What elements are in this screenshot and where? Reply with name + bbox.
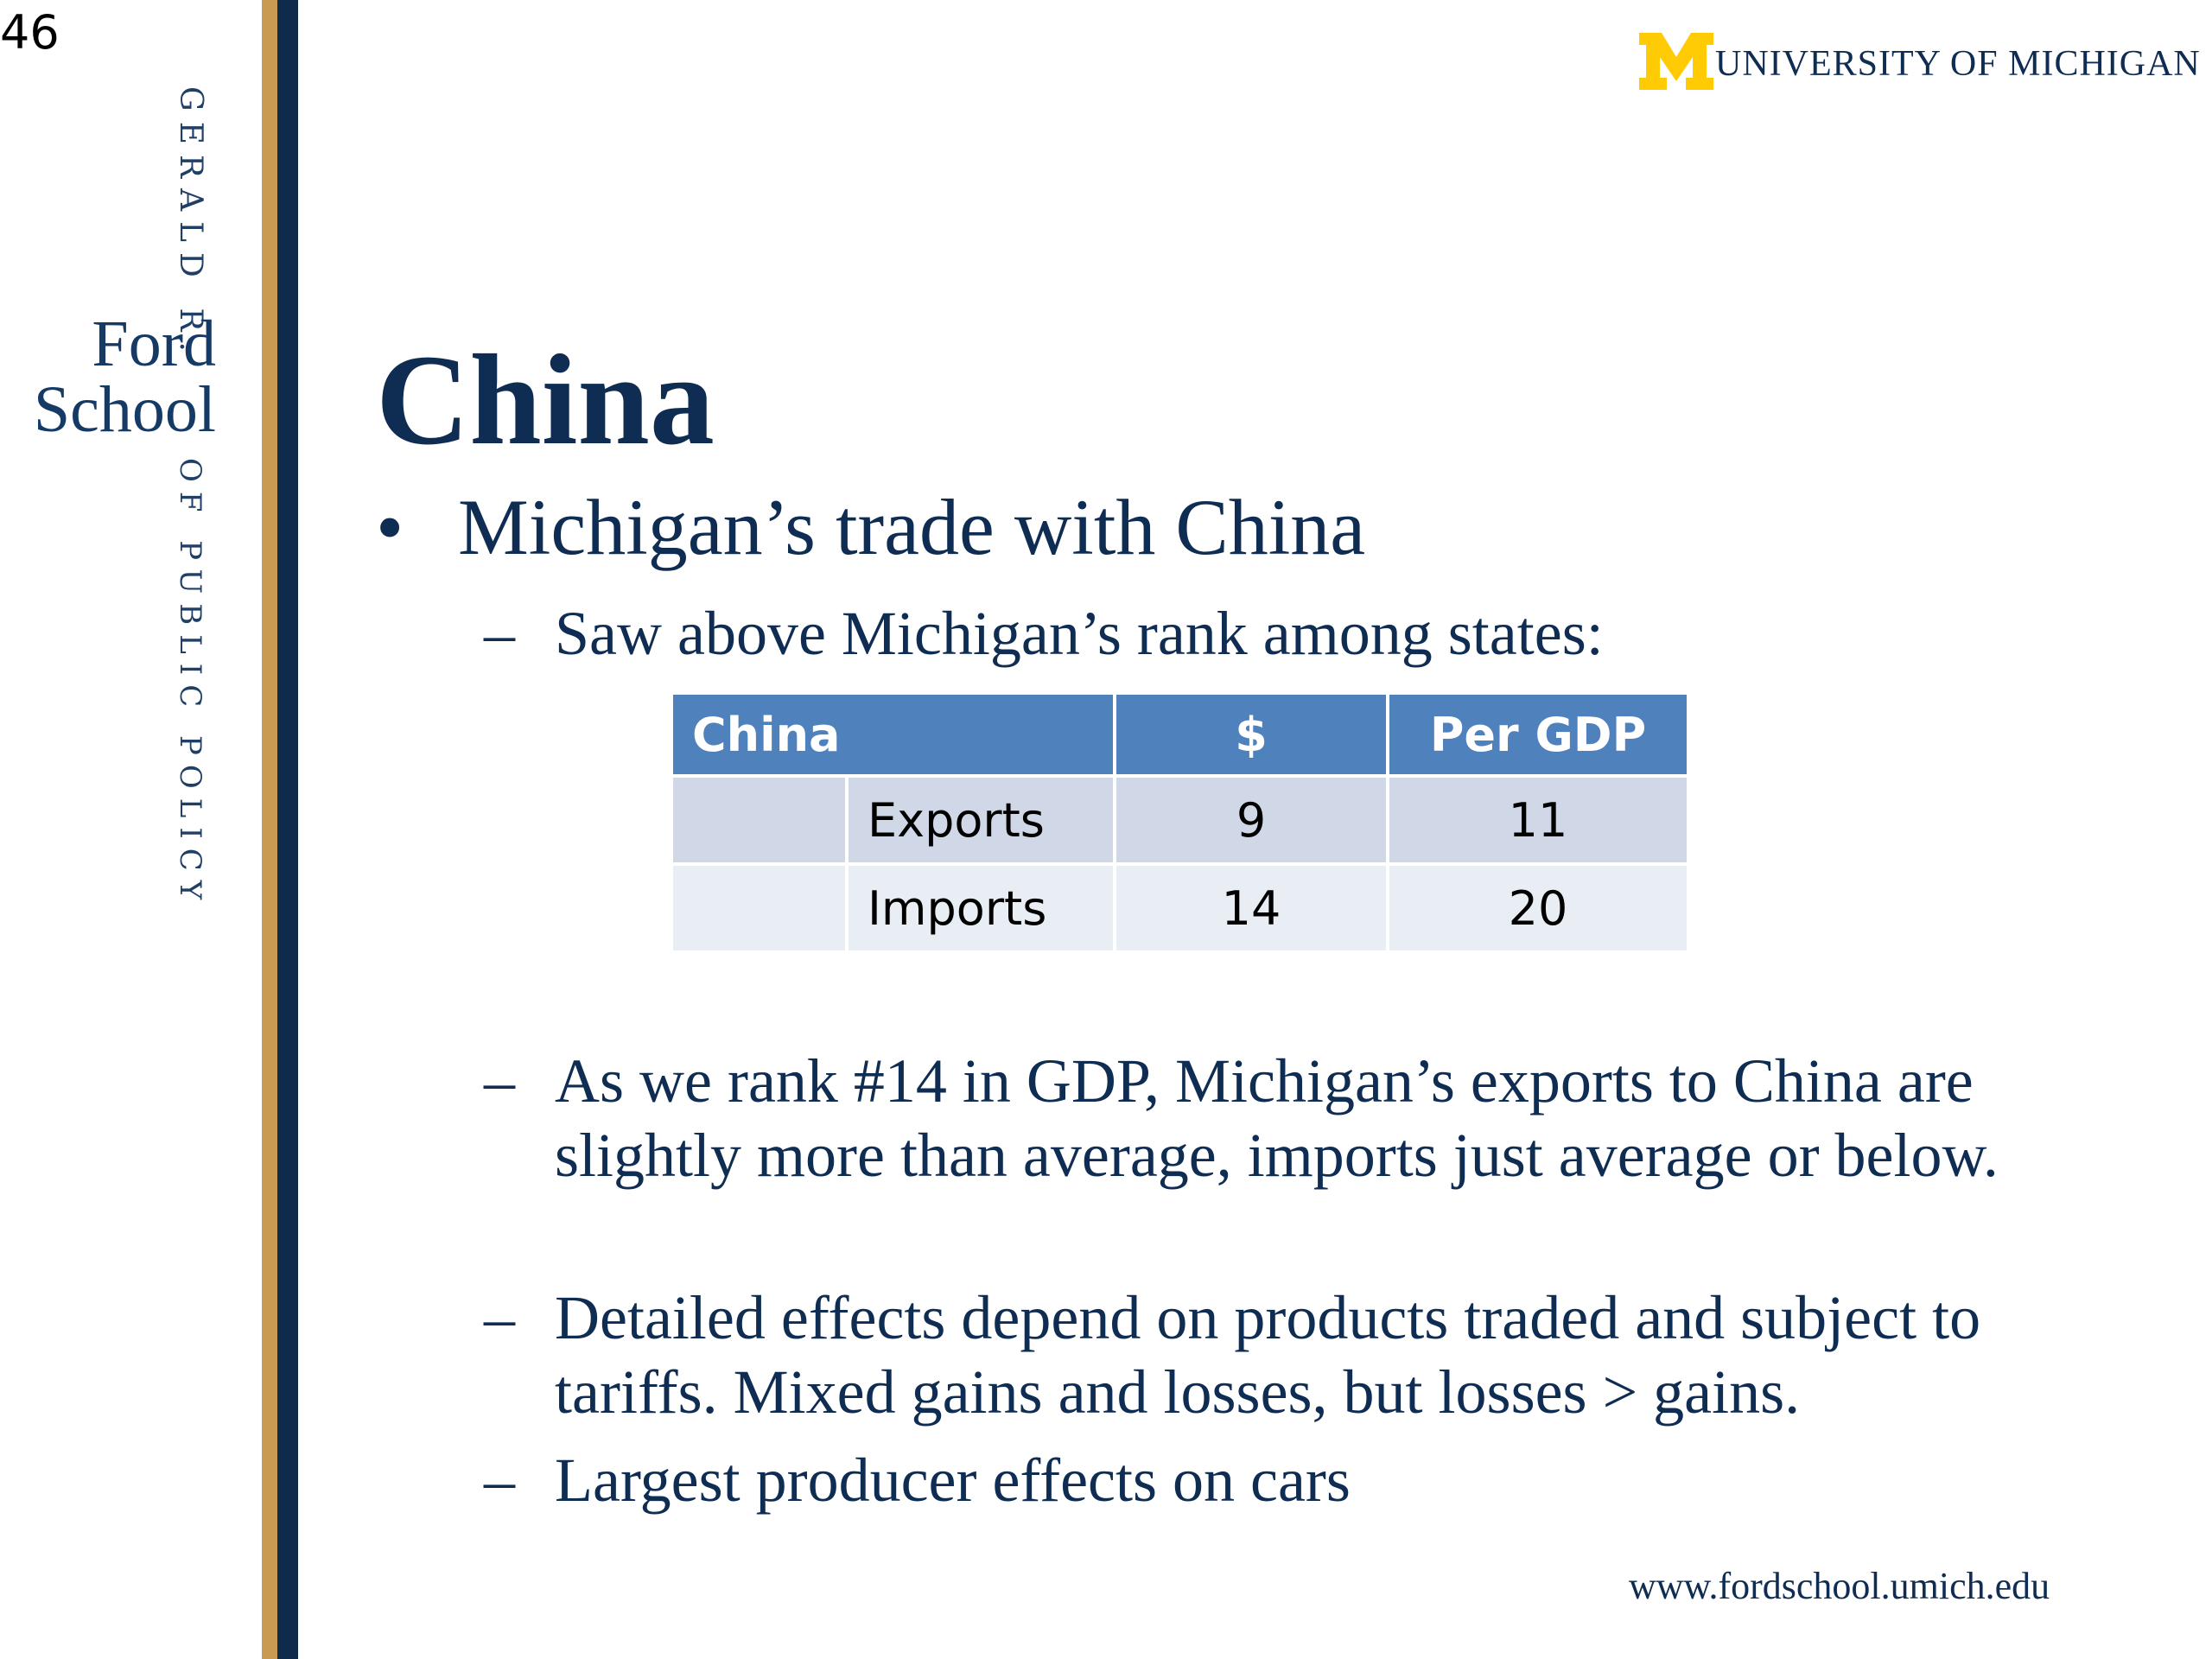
school-text: School [33, 373, 216, 446]
dash-marker: – [484, 1446, 515, 1515]
bullet-text: Michigan’s trade with China [458, 483, 1366, 571]
ford-school-wordmark: Ford School [34, 311, 216, 442]
sub-bullet-rank: – Saw above Michigan’s rank among states… [484, 596, 2091, 671]
china-trade-table: China $ Per GDP Exports 9 11 Imports 14 … [670, 691, 1690, 954]
navy-divider-bar [277, 0, 298, 1659]
university-of-michigan-text: UNIVERSITY OF MICHIGAN [1715, 44, 2201, 84]
table-header-row: China $ Per GDP [673, 695, 1687, 774]
footer-url: www.fordschool.umich.edu [1629, 1565, 2050, 1607]
table-cell-empty [673, 866, 845, 950]
table-cell-per-gdp: 11 [1389, 778, 1687, 862]
sub-bullet-largest-effects: – Largest producer effects on cars [484, 1443, 2091, 1517]
table-cell-per-gdp: 20 [1389, 866, 1687, 950]
header-per-gdp: Per GDP [1389, 695, 1687, 774]
table-row: Imports 14 20 [673, 866, 1687, 950]
table-cell-label: Imports [849, 866, 1113, 950]
dash-marker: – [484, 1046, 515, 1116]
bullet-michigan-trade: • Michigan’s trade with China [376, 480, 1365, 575]
slide-title: China [376, 328, 715, 472]
dash-marker: – [484, 1283, 515, 1352]
sub-bullet-largest-effects-text: Largest producer effects on cars [555, 1446, 1351, 1515]
table-cell-label: Exports [849, 778, 1113, 862]
ford-text: Ford [92, 308, 216, 380]
sidebar-gerald-r: GERALD R. [173, 86, 208, 362]
sub-bullet-rank-text: Saw above Michigan’s rank among states: [555, 599, 1604, 668]
table-cell-dollars: 14 [1116, 866, 1386, 950]
header-china: China [673, 695, 1113, 774]
sub-bullet-detailed-effects-text: Detailed effects depend on products trad… [555, 1283, 1981, 1427]
block-m-logo [1639, 33, 1713, 90]
sub-bullet-gdp-rank: – As we rank #14 in GDP, Michigan’s expo… [484, 1044, 2091, 1192]
dash-marker: – [484, 599, 515, 668]
table-row: Exports 9 11 [673, 778, 1687, 862]
bullet-dot: • [376, 483, 404, 571]
header-dollars: $ [1116, 695, 1386, 774]
sub-bullet-detailed-effects: – Detailed effects depend on products tr… [484, 1281, 2091, 1429]
sub-bullet-gdp-rank-text: As we rank #14 in GDP, Michigan’s export… [555, 1046, 1999, 1190]
sidebar-of-public-policy: OF PUBLIC POLICY [173, 458, 207, 910]
table-cell-empty [673, 778, 845, 862]
table-cell-dollars: 9 [1116, 778, 1386, 862]
slide-number: 46 [0, 5, 60, 60]
gold-divider-bar [262, 0, 277, 1659]
